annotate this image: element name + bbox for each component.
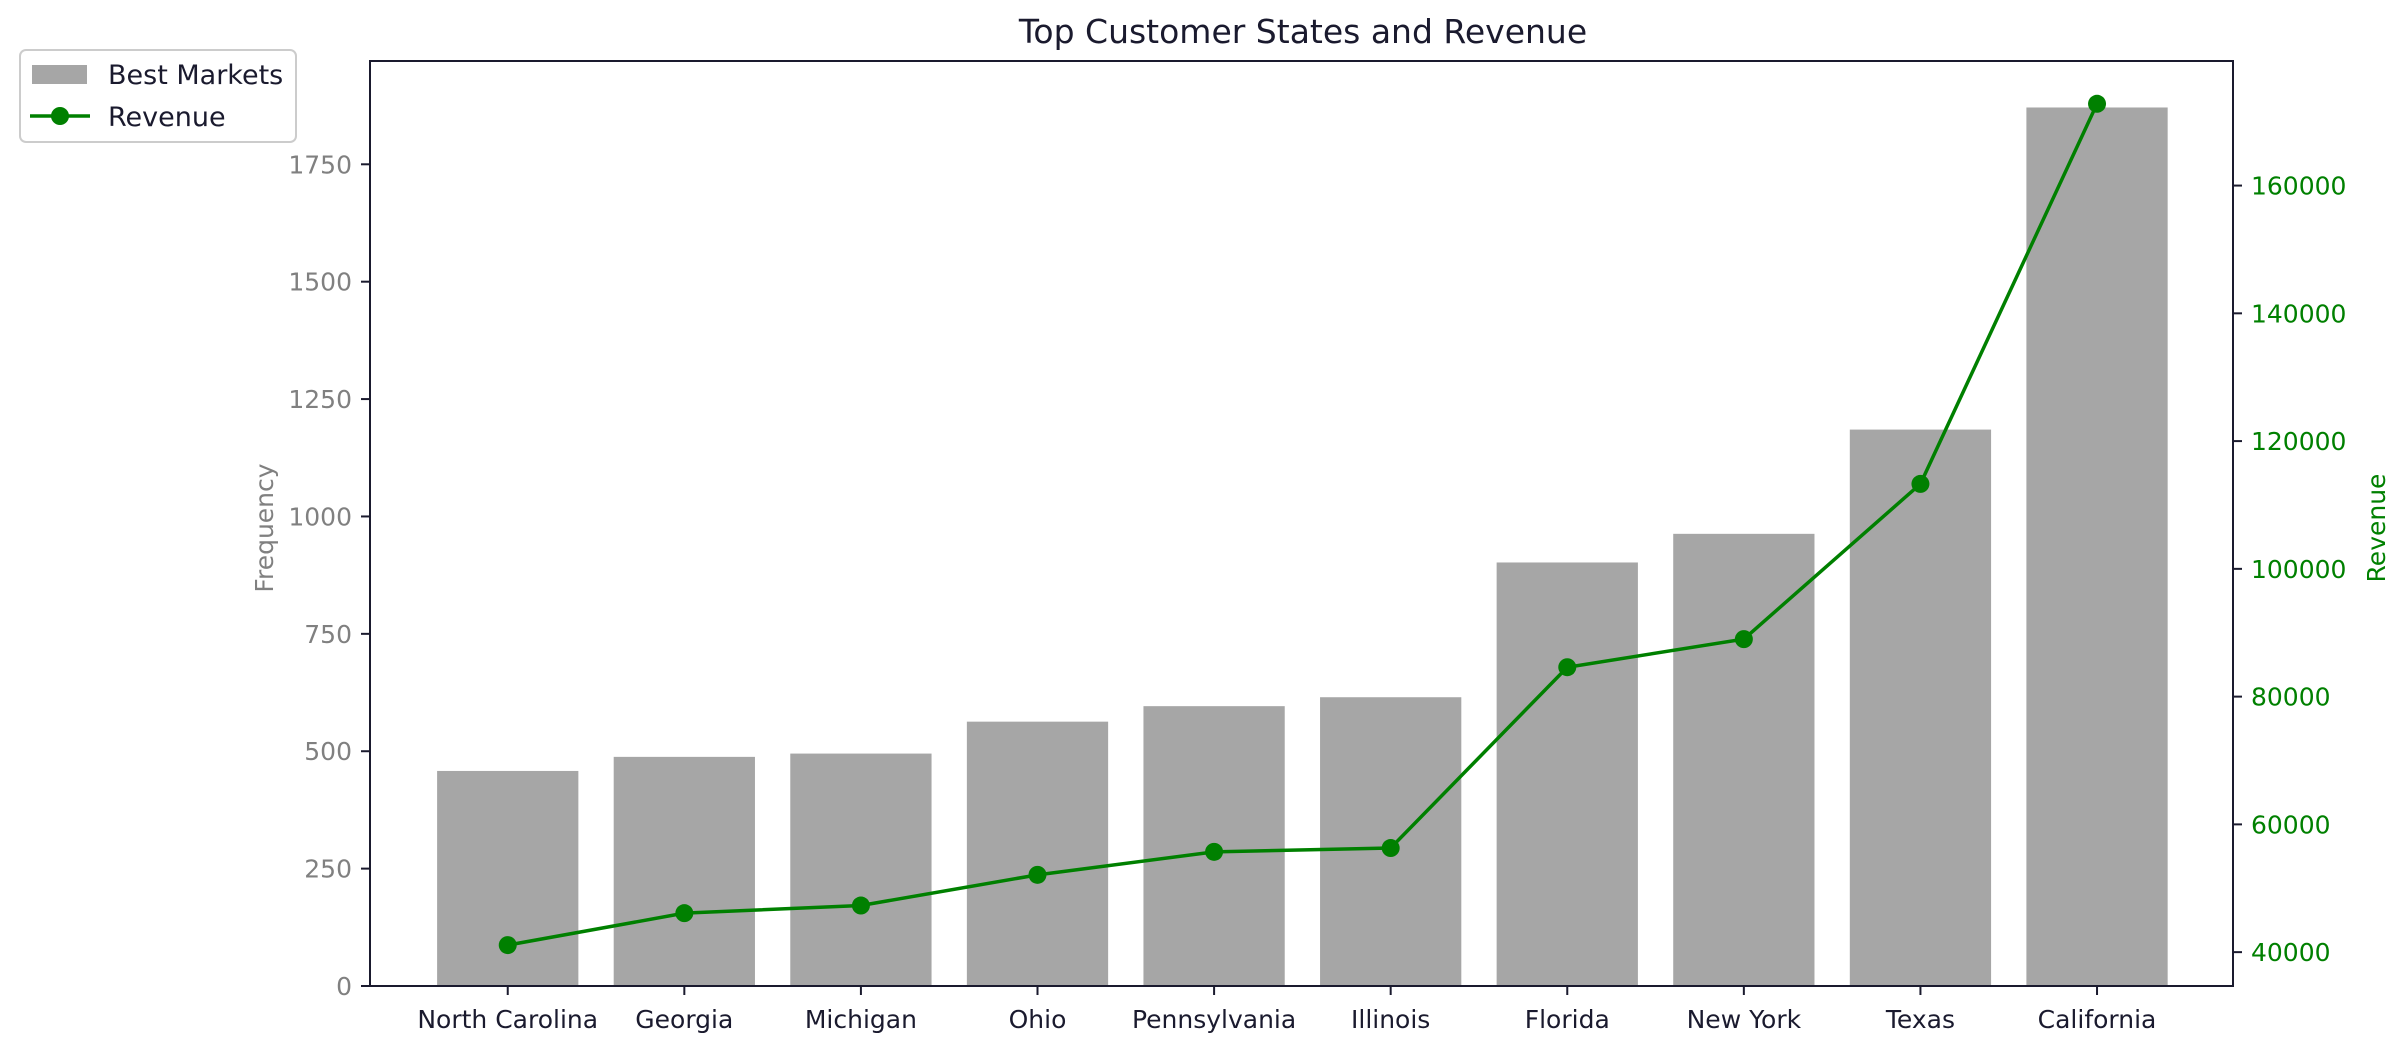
right-axis-label: Revenue: [2362, 474, 2391, 583]
left-tick-label: 250: [304, 855, 352, 884]
bar-new-york: [1673, 533, 1815, 986]
right-axis-ticks: 40000 60000 80000 100000 120000 140000 160000: [2233, 172, 2346, 967]
left-axis-ticks: 0 250 500 750 1000 1250 1500 1750: [288, 150, 370, 1001]
bar-ohio: [966, 721, 1109, 986]
revenue-point-georgia: [675, 904, 694, 923]
left-tick-label: 500: [304, 737, 352, 766]
x-tick-label: Illinois: [1351, 1005, 1430, 1034]
x-tick-label: Pennsylvania: [1132, 1005, 1296, 1034]
revenue-point-florida: [1558, 658, 1577, 677]
right-tick-label: 160000: [2251, 172, 2346, 201]
revenue-line: [507, 103, 2099, 947]
bar-texas: [1849, 429, 1992, 986]
revenue-point-michigan: [851, 896, 870, 915]
right-tick-label: 80000: [2251, 683, 2331, 712]
x-tick-label: California: [2038, 1005, 2157, 1034]
revenue-point-california: [2088, 94, 2107, 113]
legend-swatch-revenue-marker: [51, 107, 69, 125]
x-tick-label: New York: [1687, 1005, 1802, 1034]
revenue-line-layer: [498, 94, 2107, 955]
left-tick-label: 0: [336, 972, 352, 1001]
x-tick-label: Florida: [1525, 1005, 1610, 1034]
plot-frame: [369, 60, 2234, 987]
legend-label-revenue: Revenue: [108, 102, 226, 133]
right-tick-label: 140000: [2251, 299, 2346, 328]
chart-title: Top Customer States and Revenue: [1018, 12, 1587, 51]
x-axis-ticks: North Carolina Georgia Michigan Ohio Pennsyl…: [417, 986, 2156, 1034]
left-tick-label: 750: [304, 620, 352, 649]
revenue-point-ohio: [1028, 865, 1047, 884]
legend: Best Markets Revenue: [19, 49, 297, 143]
left-tick-label: 1750: [288, 150, 352, 179]
right-tick-label: 120000: [2251, 427, 2346, 456]
revenue-point-north-carolina: [498, 936, 517, 955]
left-axis-label: Frequency: [250, 463, 279, 592]
revenue-point-new-york: [1734, 630, 1753, 649]
revenue-point-illinois: [1381, 839, 1400, 858]
x-tick-label: Texas: [1885, 1005, 1955, 1034]
legend-swatch-best-markets: [32, 65, 87, 84]
plot-border: [369, 60, 2234, 987]
bar-california: [2026, 107, 2168, 987]
x-tick-label: Michigan: [805, 1005, 917, 1034]
left-tick-label: 1000: [288, 502, 352, 531]
bar-michigan: [790, 753, 932, 986]
right-tick-label: 60000: [2251, 810, 2331, 839]
x-tick-label: Georgia: [635, 1005, 733, 1034]
bar-georgia: [613, 756, 755, 986]
legend-label-best-markets: Best Markets: [108, 60, 283, 91]
revenue-point-pennsylvania: [1205, 842, 1224, 861]
left-tick-label: 1500: [288, 268, 352, 297]
legend-box: [19, 49, 297, 143]
right-tick-label: 100000: [2251, 555, 2346, 584]
x-tick-label: North Carolina: [417, 1005, 598, 1034]
right-tick-label: 40000: [2251, 938, 2331, 967]
bar-florida: [1496, 562, 1638, 986]
x-tick-label: Ohio: [1009, 1005, 1067, 1034]
bars-layer: [437, 107, 2168, 987]
revenue-point-texas: [1911, 474, 1930, 493]
left-tick-label: 1250: [288, 385, 352, 414]
